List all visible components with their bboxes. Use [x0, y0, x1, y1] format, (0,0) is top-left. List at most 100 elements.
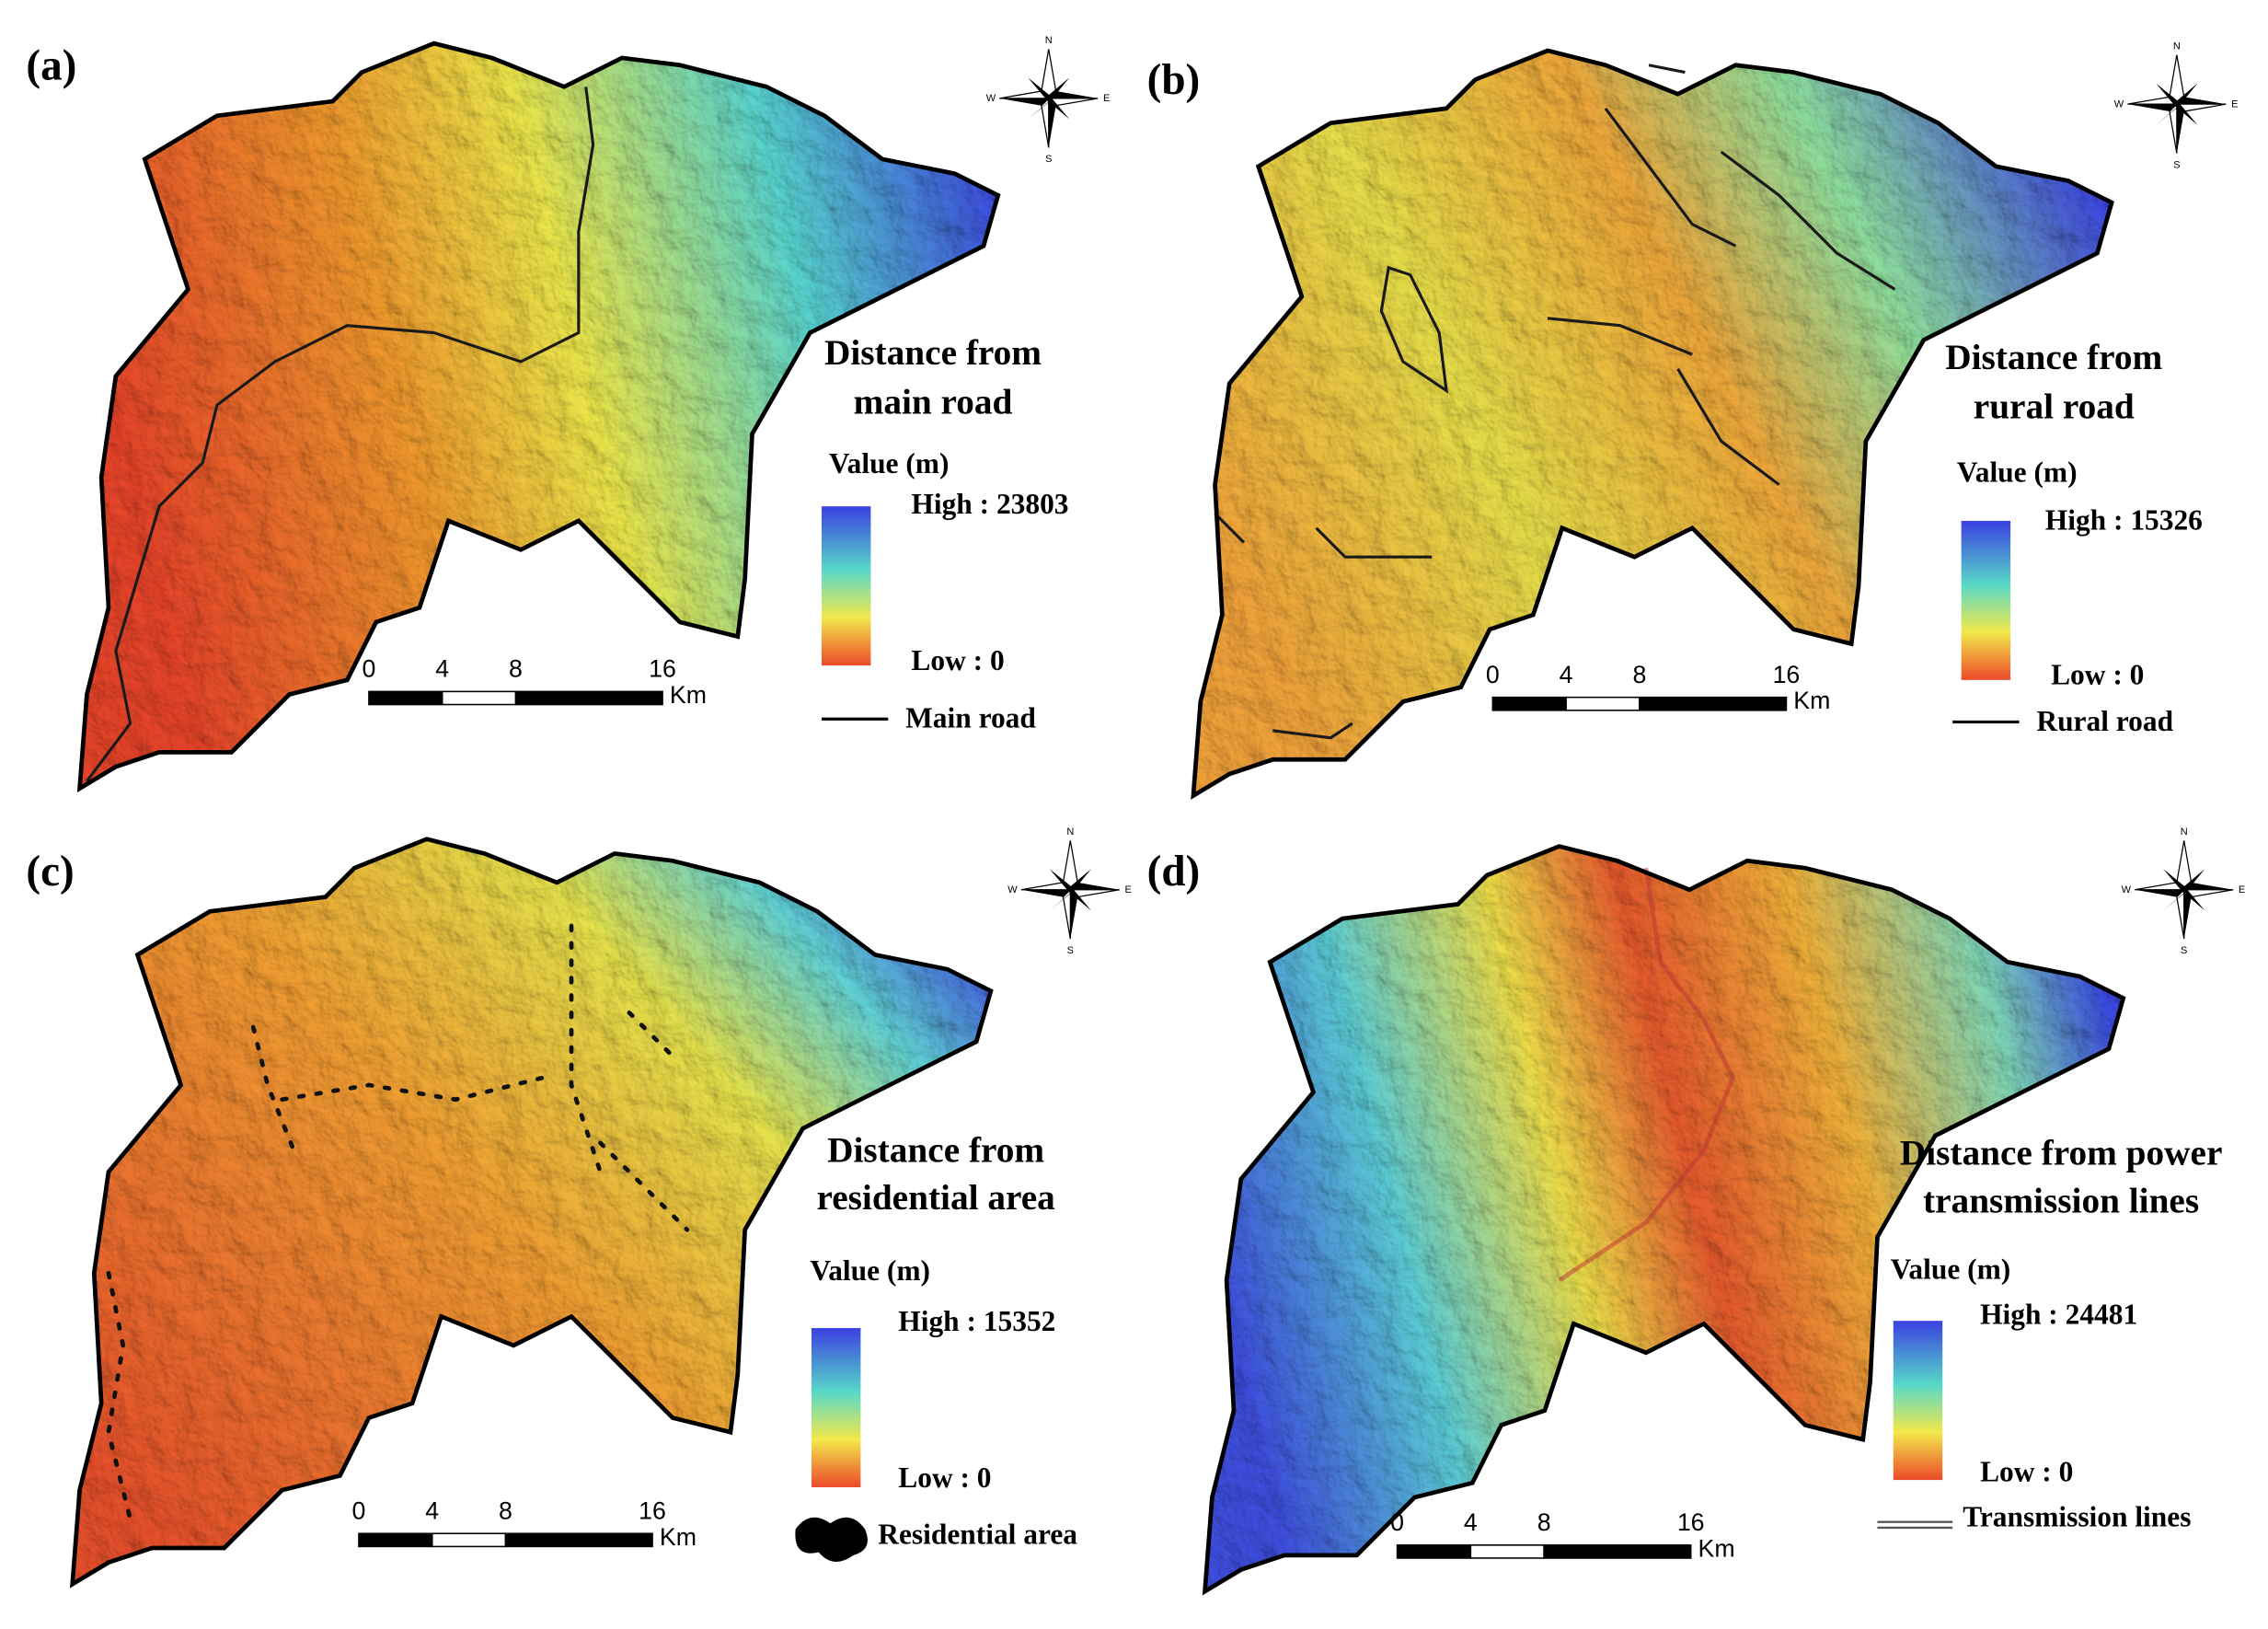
- scale-segment: [358, 1532, 433, 1548]
- value-label: Value (m): [810, 1254, 930, 1287]
- compass-letter: N: [1066, 826, 1074, 838]
- legend-title: Distance from power: [1900, 1133, 2223, 1173]
- scale-segment: [1565, 696, 1641, 711]
- scale-tick-label: 8: [1537, 1508, 1551, 1536]
- compass-letter: N: [2173, 40, 2181, 52]
- road: [86, 87, 595, 782]
- road: [1547, 317, 1693, 356]
- road: [1379, 265, 1449, 394]
- color-bar: [1961, 520, 2011, 680]
- compass-letter: N: [2181, 826, 2188, 838]
- compass-letter: E: [2231, 98, 2238, 110]
- compass-letter: W: [2122, 884, 2132, 895]
- scale-segment: [514, 690, 663, 706]
- high-label: High : 24481: [1980, 1298, 2137, 1330]
- color-bar: [821, 506, 871, 666]
- legend-title: residential area: [816, 1178, 1055, 1218]
- road: [1648, 64, 1686, 75]
- feature-label: Residential area: [878, 1518, 1077, 1550]
- map: [73, 839, 991, 1585]
- low-label: Low : 0: [2051, 659, 2144, 691]
- scale-tick-label: 4: [425, 1497, 439, 1525]
- scale-tick-label: 0: [363, 655, 376, 683]
- feature-label: Rural road: [2036, 705, 2173, 737]
- scale-segment: [1543, 1544, 1692, 1559]
- panel: (a) Distance from main road Value (m) High :…: [26, 35, 1110, 789]
- legend-title: transmission lines: [1923, 1181, 2199, 1220]
- legend-title: Distance from: [1945, 338, 2162, 377]
- compass: N S W E: [2114, 40, 2239, 170]
- feature-symbol: [795, 1517, 868, 1562]
- panel: (d) Distance from power transmission lines…: [1147, 826, 2246, 1592]
- road: [1676, 368, 1780, 486]
- scale-tick-label: 8: [509, 655, 523, 683]
- road: [1720, 150, 1896, 291]
- scale-tick-label: 0: [352, 1497, 366, 1525]
- map: [1205, 847, 2124, 1592]
- compass-star: [2156, 83, 2198, 125]
- high-label: High : 15352: [898, 1305, 1055, 1337]
- scale-segment: [431, 1532, 507, 1548]
- panel-label: (a): [26, 41, 76, 89]
- scale-segment: [504, 1532, 653, 1548]
- scale-tick-label: 8: [499, 1497, 512, 1525]
- transmission-line: [1558, 867, 1735, 1283]
- legend-title: rural road: [1974, 387, 2135, 426]
- road: [1604, 107, 1737, 248]
- compass-letter: S: [1067, 945, 1074, 956]
- residential: [627, 1010, 675, 1058]
- residential: [569, 923, 603, 1174]
- compass-letter: W: [1007, 884, 1018, 895]
- legend-title: main road: [854, 383, 1013, 422]
- scale-segment: [1639, 696, 1788, 711]
- panel-label: (b): [1147, 56, 1201, 104]
- map: [80, 43, 998, 789]
- compass: N S W E: [986, 35, 1111, 165]
- feature-label: Main road: [905, 702, 1036, 734]
- compass-star: [2163, 869, 2205, 911]
- compass: N S W E: [1007, 826, 1132, 956]
- panel: (c) Distance from residential area Value (m…: [26, 826, 1132, 1585]
- legend-title: Distance from: [824, 333, 1042, 373]
- residential: [250, 1024, 299, 1160]
- scale-unit: Km: [660, 1523, 697, 1551]
- legend-title: Distance from: [827, 1130, 1044, 1170]
- panel-label: (c): [26, 848, 74, 895]
- compass-letter: W: [986, 93, 996, 104]
- scale-unit: Km: [670, 681, 707, 709]
- scale-segment: [1396, 1544, 1472, 1559]
- scale-segment: [368, 690, 443, 706]
- compass-letter: W: [2114, 98, 2124, 110]
- scale-tick-label: 16: [1773, 661, 1801, 688]
- scale-tick-label: 0: [1390, 1508, 1404, 1536]
- compass-letter: E: [1125, 884, 1132, 895]
- compass-letter: N: [1045, 35, 1053, 46]
- value-label: Value (m): [1957, 456, 2078, 488]
- residential: [106, 1270, 132, 1521]
- scale-tick-label: 4: [1560, 661, 1573, 688]
- panel-label: (d): [1147, 848, 1201, 895]
- compass: N S W E: [2122, 826, 2246, 956]
- compass-star: [1028, 77, 1070, 120]
- scale-tick-label: 8: [1632, 661, 1646, 688]
- compass-letter: S: [1045, 154, 1052, 165]
- compass-letter: E: [1103, 93, 1110, 104]
- scale-segment: [1491, 696, 1567, 711]
- value-label: Value (m): [1891, 1254, 2011, 1286]
- high-label: High : 23803: [911, 488, 1068, 520]
- scale-unit: Km: [1793, 687, 1830, 714]
- map: [1193, 51, 2112, 796]
- scale-segment: [1469, 1544, 1545, 1559]
- compass-letter: E: [2239, 884, 2245, 895]
- scale-segment: [441, 690, 517, 706]
- scale-tick-label: 16: [639, 1497, 666, 1525]
- scale-tick-label: 16: [1677, 1508, 1705, 1536]
- panel: (b) Distance from rural road Value (m) High …: [1147, 40, 2239, 796]
- road: [1272, 722, 1353, 740]
- residential: [598, 1140, 690, 1232]
- low-label: Low : 0: [911, 644, 1004, 676]
- compass-star: [1049, 869, 1091, 911]
- low-label: Low : 0: [898, 1461, 991, 1494]
